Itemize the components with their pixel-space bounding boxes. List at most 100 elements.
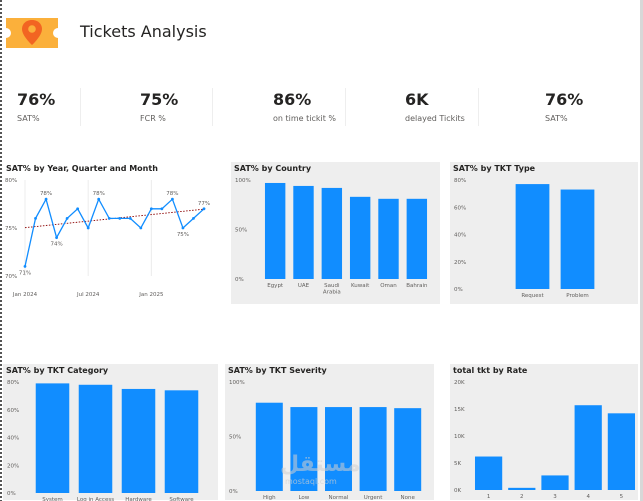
kpi-label: SAT% xyxy=(545,114,568,123)
y-tick-label: 0% xyxy=(454,287,463,293)
data-point xyxy=(202,207,206,211)
y-tick-label: 40% xyxy=(7,436,19,442)
x-tick-label: Jan 2025 xyxy=(138,292,164,298)
chart-sat-by-date[interactable]: SAT% by Year, Quarter and Month 80% 75% 70… xyxy=(3,162,221,304)
x-tick-label: Bahrain xyxy=(406,283,428,289)
bar xyxy=(515,184,550,289)
data-point xyxy=(76,207,80,211)
data-point xyxy=(34,217,37,220)
x-tick-label: Jan 2024 xyxy=(12,292,38,298)
kpi-value: 76% xyxy=(17,90,56,109)
y-tick-label: 20K xyxy=(454,380,465,386)
bar xyxy=(321,187,343,279)
y-tick-label: 20% xyxy=(7,463,19,469)
y-tick-label: 50% xyxy=(229,435,241,441)
bar xyxy=(264,182,286,279)
kpi-value: 76% xyxy=(545,90,584,109)
bar xyxy=(325,407,352,491)
kpi-value: 86% xyxy=(273,90,312,109)
y-tick-label: 15K xyxy=(454,407,465,413)
chart-sat-by-tkt-type[interactable]: SAT% by TKT Type 80% 60% 40% 20% 0% Request Pr… xyxy=(450,162,638,304)
x-tick-label: Request xyxy=(521,293,544,299)
series-line xyxy=(24,197,205,267)
bar-chart-svg: 100% 50% 0% High Low Normal Urgent None xyxy=(229,380,422,501)
chart-title: SAT% by Year, Quarter and Month xyxy=(6,164,158,173)
x-tick-label: Arabia xyxy=(323,290,341,296)
y-tick-label: 0% xyxy=(235,277,244,283)
x-tick-label: 3 xyxy=(553,494,557,500)
bar xyxy=(378,198,399,279)
y-tick-label: 80% xyxy=(7,380,19,386)
x-tick-label: Problem xyxy=(566,293,589,299)
x-tick-label: UAE xyxy=(298,283,310,289)
y-tick-label: 0K xyxy=(454,488,461,494)
data-point xyxy=(97,197,101,201)
x-tick-label: High xyxy=(263,495,276,501)
y-tick-label: 100% xyxy=(235,178,251,184)
bar xyxy=(574,405,602,490)
bar xyxy=(560,189,595,289)
x-tick-label: Jul 2024 xyxy=(76,292,100,298)
y-tick-label: 0% xyxy=(229,489,238,495)
y-tick-label: 40% xyxy=(454,233,466,239)
data-label: 78% xyxy=(40,191,52,197)
kpi-divider xyxy=(212,88,213,126)
kpi-divider xyxy=(345,88,346,126)
x-tick-label: Kuwait xyxy=(351,283,370,289)
x-tick-label: Log in Access xyxy=(77,497,114,501)
x-tick-label: Egypt xyxy=(267,283,284,289)
data-point xyxy=(181,226,185,230)
right-edge-divider xyxy=(640,0,643,501)
data-point xyxy=(192,217,195,220)
x-tick-label: 5 xyxy=(620,494,624,500)
data-point xyxy=(86,226,90,230)
y-tick-label: 10K xyxy=(454,434,465,440)
kpi-label: SAT% xyxy=(17,114,40,123)
dashed-left-border xyxy=(0,0,2,501)
chart-sat-by-tkt-severity[interactable]: SAT% by TKT Severity 100% 50% 0% High Low Nor… xyxy=(225,364,434,501)
bar xyxy=(541,475,569,490)
page-title: Tickets Analysis xyxy=(80,22,207,41)
kpi-divider xyxy=(80,88,81,126)
dashboard-header: Tickets Analysis xyxy=(0,0,640,72)
chart-title: SAT% by TKT Severity xyxy=(228,366,327,375)
kpi-card-sat-2: 76% SAT% xyxy=(545,90,583,130)
y-tick-label: 80% xyxy=(5,178,17,184)
bar xyxy=(474,456,503,490)
data-point xyxy=(149,207,153,211)
chart-sat-by-tkt-category[interactable]: SAT% by TKT Category 80% 60% 40% 20% 0% Syste… xyxy=(3,364,218,501)
bar xyxy=(164,390,199,493)
bar-chart-svg: 20K 15K 10K 5K 0K 1 2 3 4 5 xyxy=(454,380,636,500)
data-label: 77% xyxy=(198,201,210,207)
kpi-label: delayed Tickits xyxy=(405,114,465,123)
watermark-logo: مستقل xyxy=(280,452,361,477)
x-tick-label: 1 xyxy=(487,494,491,500)
data-point xyxy=(171,197,174,201)
chart-title: SAT% by TKT Type xyxy=(453,164,536,173)
data-point xyxy=(55,236,58,239)
data-point xyxy=(44,197,48,201)
y-tick-label: 50% xyxy=(235,228,247,234)
chart-sat-by-country[interactable]: SAT% by Country 100% 50% 0% Egypt UAE Saudi Ar… xyxy=(231,162,440,304)
y-tick-label: 80% xyxy=(454,178,466,184)
x-tick-label: Oman xyxy=(380,283,397,289)
x-tick-label: Hardware xyxy=(125,497,152,501)
data-label: 75% xyxy=(177,232,189,238)
ticket-location-icon xyxy=(6,18,58,48)
data-label: 74% xyxy=(50,242,62,248)
bar xyxy=(293,185,314,279)
x-tick-label: System xyxy=(42,497,63,501)
kpi-card-on-time: 86% on time tickit % xyxy=(273,90,336,130)
chart-title: SAT% by TKT Category xyxy=(6,366,109,375)
bar xyxy=(349,196,371,279)
data-point xyxy=(139,226,143,230)
chart-total-tkt-by-rate[interactable]: total tkt by Rate 20K 15K 10K 5K 0K 1 2 3 4 5 xyxy=(450,364,638,500)
bar-chart-svg: 80% 60% 40% 20% 0% Request Problem xyxy=(454,178,595,299)
data-point xyxy=(23,265,27,268)
y-tick-label: 60% xyxy=(7,408,19,414)
watermark-url: mostaql.com xyxy=(285,477,337,486)
y-tick-label: 75% xyxy=(5,226,17,232)
chart-title: SAT% by Country xyxy=(234,164,312,173)
data-point xyxy=(118,217,122,220)
